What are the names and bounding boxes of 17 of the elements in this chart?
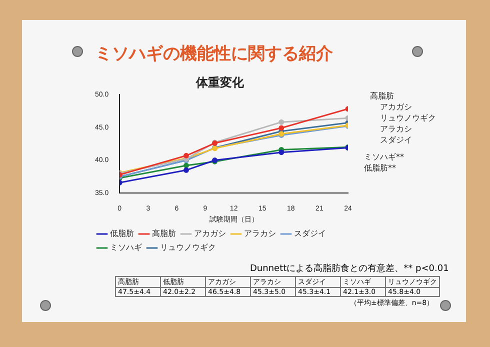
text: 低脂肪** bbox=[364, 163, 396, 172]
text: リュウノウギク bbox=[380, 113, 436, 122]
legend-label: アカガシ bbox=[194, 229, 226, 238]
legend-label: スダジイ bbox=[294, 229, 326, 238]
text: スダジイ bbox=[380, 135, 412, 144]
chart-subtitle: ミソハギの機能性に関する紹介 bbox=[95, 43, 333, 65]
text: アカガシ bbox=[380, 102, 412, 112]
text: Dunnettによる高脂肪食との有意差、** p<0.01 bbox=[250, 262, 449, 275]
legend-label: アラカシ bbox=[244, 229, 276, 238]
legend-label: 低脂肪 bbox=[110, 229, 134, 238]
text: アラカシ bbox=[380, 124, 412, 134]
text: 高脂肪 bbox=[370, 91, 394, 100]
chart-title: 体重変化 bbox=[195, 76, 245, 90]
legend-label: リュウノウギク bbox=[160, 243, 216, 252]
text: ミソハギ** bbox=[364, 152, 404, 162]
legend-label: 高脂肪 bbox=[152, 229, 176, 238]
legend-label: ミソハギ bbox=[110, 243, 142, 252]
